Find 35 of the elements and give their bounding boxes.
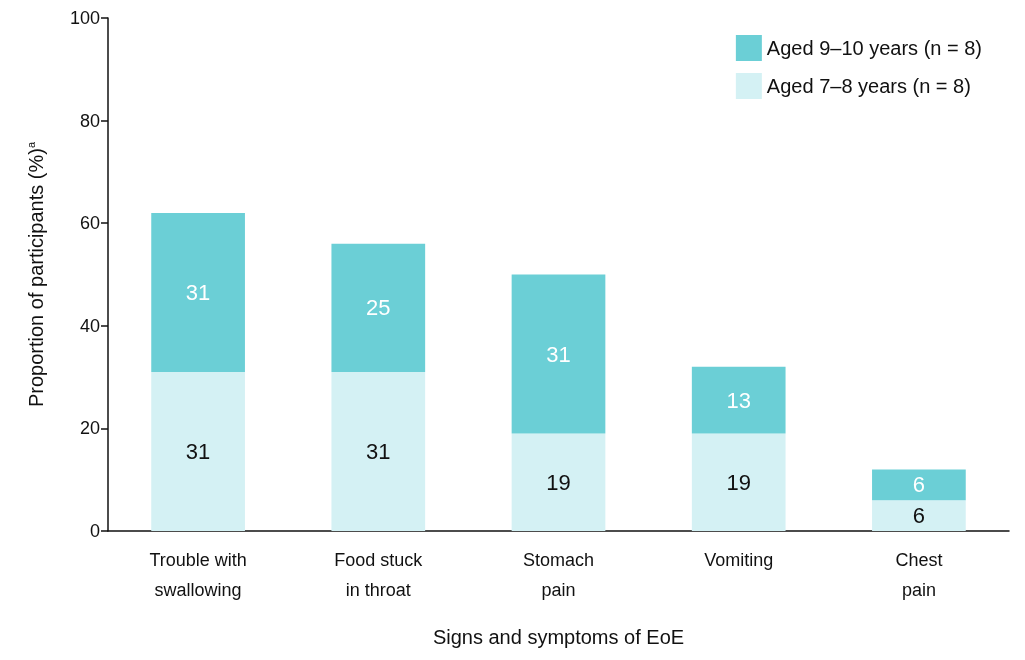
legend-label: Aged 7–8 years (n = 8) (766, 75, 971, 97)
data-label: 6 (912, 503, 926, 529)
y-tick-label: 20 (79, 418, 100, 439)
y-tick-label: 100 (69, 8, 100, 28)
x-tick-label: Trouble with swallowing (149, 550, 247, 600)
data-label: 6 (912, 472, 926, 498)
y-axis-title: Proportion of participants (%)a (24, 141, 47, 408)
x-tick-label: Food stuck in throat (334, 550, 424, 600)
bar (151, 212, 245, 372)
bar (511, 274, 606, 434)
bar (331, 243, 426, 372)
data-label: 19 (546, 469, 571, 495)
bar (872, 469, 966, 501)
data-label: 31 (185, 279, 211, 305)
bar (691, 366, 786, 434)
y-tick-label: 40 (79, 315, 100, 336)
x-tick-label: Chest pain (895, 550, 943, 600)
data-label: 31 (546, 341, 571, 367)
data-label: 31 (366, 438, 391, 464)
x-tick-label: Vomiting (704, 550, 774, 570)
bar (151, 371, 245, 531)
x-axis-title: Signs and symptoms of EoE (432, 626, 685, 648)
y-tick-label: 0 (89, 521, 100, 541)
x-tick-label: Stomach pain (522, 550, 595, 600)
legend-label: Aged 9–10 years (n = 8) (766, 37, 982, 59)
y-tick-label: 80 (79, 110, 100, 131)
bar (511, 433, 606, 531)
data-label: 25 (366, 295, 391, 321)
data-label: 13 (726, 387, 751, 413)
bar (872, 500, 966, 531)
y-tick-label: 60 (79, 213, 100, 234)
data-label: 19 (726, 469, 751, 495)
data-label: 31 (185, 438, 211, 464)
bar (691, 433, 786, 531)
bar (331, 371, 426, 531)
